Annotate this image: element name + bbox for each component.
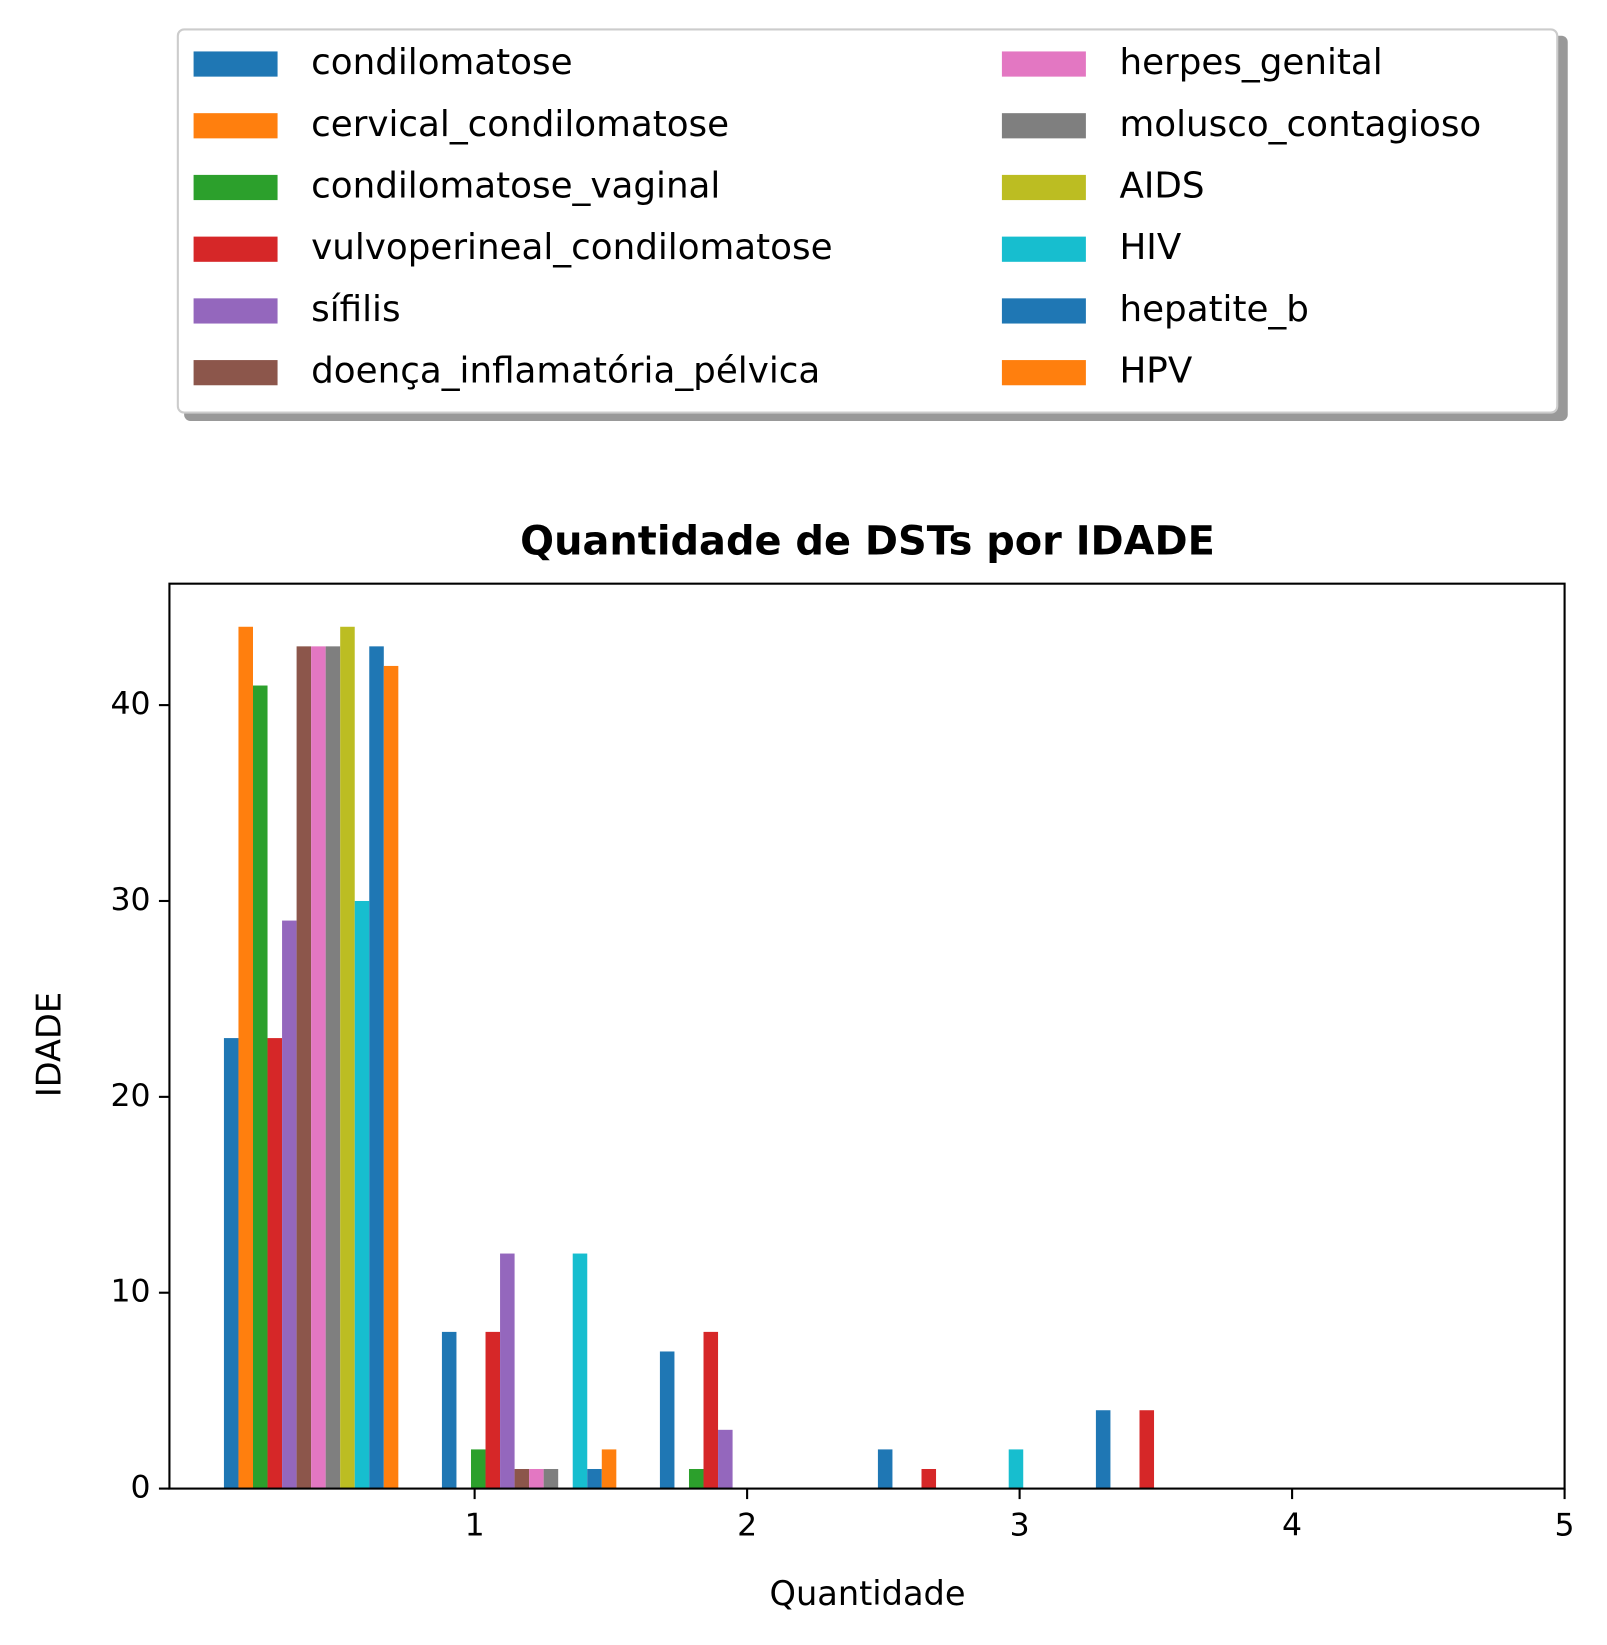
bar (441, 1331, 457, 1489)
bar (485, 1331, 501, 1489)
legend-swatch (193, 113, 278, 139)
bar (1095, 1410, 1111, 1489)
legend-label: doença_inflamatória_pélvica (311, 351, 820, 392)
bar (659, 1351, 675, 1489)
plot-frame (168, 582, 1566, 1490)
legend-label: AIDS (1119, 165, 1204, 206)
legend-swatch (193, 51, 278, 77)
bar (1008, 1449, 1024, 1489)
legend-swatch (1001, 51, 1086, 77)
x-tick-label: 5 (1555, 1507, 1575, 1543)
y-axis-label: IDADE (29, 992, 68, 1097)
bar (572, 1253, 588, 1489)
legend-swatch (1001, 174, 1086, 201)
bar (383, 665, 399, 1489)
bar (688, 1468, 704, 1489)
x-tick-label: 1 (465, 1507, 485, 1543)
legend-label: HIV (1119, 227, 1181, 268)
legend-swatch (193, 298, 278, 324)
legend (176, 28, 1559, 414)
x-tick-label: 3 (1010, 1507, 1030, 1543)
bar (369, 646, 384, 1489)
legend-swatch (193, 236, 278, 262)
bar (354, 900, 370, 1489)
bar (267, 1038, 283, 1489)
legend-label: cervical_condilomatose (311, 104, 729, 145)
bar (470, 1449, 486, 1489)
bar (529, 1468, 544, 1489)
bar (340, 626, 355, 1489)
bar (703, 1331, 719, 1489)
x-tick-label: 2 (737, 1507, 757, 1543)
bar (311, 646, 326, 1489)
bar (601, 1449, 617, 1489)
bar (296, 646, 312, 1489)
legend-label: molusco_contagioso (1119, 104, 1481, 145)
legend-label: sífilis (311, 289, 400, 330)
bar (282, 920, 297, 1489)
y-tick-label: 10 (110, 1274, 150, 1310)
legend-swatch (1001, 113, 1086, 139)
bar (223, 1038, 239, 1489)
chart-title: Quantidade de DSTs por IDADE (520, 518, 1215, 564)
y-tick-label: 0 (130, 1470, 150, 1506)
legend-label: condilomatose (311, 42, 572, 83)
legend-swatch (1001, 360, 1086, 386)
bar (587, 1468, 602, 1489)
y-tick-label: 30 (110, 882, 150, 918)
bar (500, 1253, 515, 1489)
legend-label: HPV (1119, 351, 1192, 392)
bar (1139, 1410, 1155, 1489)
x-axis-label: Quantidade (770, 1574, 966, 1613)
bar (238, 626, 253, 1489)
legend-swatch (193, 360, 278, 386)
bar (877, 1449, 893, 1489)
bar (921, 1468, 937, 1489)
y-tick-label: 40 (110, 686, 150, 722)
legend-swatch (1001, 236, 1086, 262)
legend-label: condilomatose_vaginal (311, 165, 720, 206)
legend-swatch (193, 174, 278, 201)
bar (543, 1468, 559, 1489)
bar (252, 685, 268, 1489)
bar (718, 1429, 733, 1489)
legend-label: vulvoperineal_condilomatose (311, 227, 832, 268)
legend-swatch (1001, 298, 1086, 324)
y-tick-label: 20 (110, 1078, 150, 1114)
bar (325, 646, 341, 1489)
legend-label: herpes_genital (1119, 42, 1382, 83)
bar (514, 1468, 530, 1489)
x-tick-label: 4 (1282, 1507, 1302, 1543)
legend-label: hepatite_b (1119, 289, 1308, 330)
